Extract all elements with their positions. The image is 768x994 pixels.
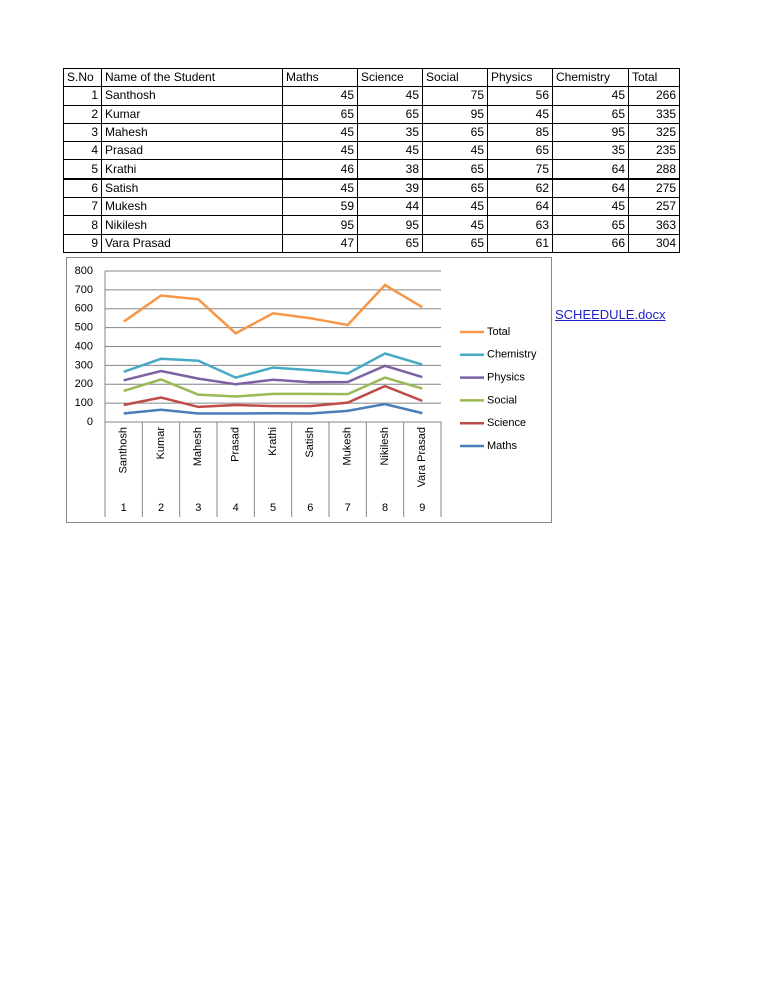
cell: 235 <box>628 141 680 161</box>
x-group-label: 5 <box>270 502 276 514</box>
header-row: S.No Name of the Student Maths Science Socia… <box>63 67 680 88</box>
cell: 65 <box>357 233 423 253</box>
cell: 85 <box>487 122 553 143</box>
x-group-label: 8 <box>382 502 388 514</box>
cell: 64 <box>552 159 629 180</box>
x-tick-label: Santhosh <box>118 427 130 473</box>
legend-label: Chemistry <box>487 349 537 361</box>
x-tick-label: Nikilesh <box>379 427 391 466</box>
cell: Prasad <box>101 141 283 161</box>
x-tick-label: Mahesh <box>192 427 204 466</box>
y-tick-label: 100 <box>75 397 93 409</box>
y-tick-label: 800 <box>75 265 93 277</box>
cell: 65 <box>422 159 488 180</box>
row: 2 Kumar 65 65 95 45 65 335 <box>63 104 680 124</box>
cell: 304 <box>628 233 680 253</box>
cell: 266 <box>628 86 680 106</box>
cell: Vara Prasad <box>101 233 283 253</box>
y-tick-label: 500 <box>75 322 93 334</box>
cell: Krathi <box>101 159 283 180</box>
legend-label: Maths <box>487 440 517 452</box>
file-link[interactable]: SCHEEDULE.docx <box>555 307 666 322</box>
series-line <box>122 283 423 335</box>
y-tick-label: 200 <box>75 378 93 390</box>
y-tick-label: 600 <box>75 303 93 315</box>
legend-label: Physics <box>487 372 525 384</box>
cell: 47 <box>282 233 358 253</box>
series-line <box>123 376 423 398</box>
x-group-label: 3 <box>195 502 201 514</box>
cell: 65 <box>487 141 553 161</box>
x-group-label: 2 <box>158 502 164 514</box>
x-group-label: 1 <box>121 502 127 514</box>
cell: Kumar <box>101 104 283 124</box>
cell: 288 <box>628 159 680 180</box>
cell: Physics <box>487 67 553 88</box>
x-tick-label: Prasad <box>230 427 242 462</box>
legend-label: Total <box>487 326 510 338</box>
cell: 75 <box>487 159 553 180</box>
y-tick-label: 0 <box>87 416 93 428</box>
row: 8 Nikilesh 95 95 45 63 65 363 <box>63 215 680 235</box>
cell: 45 <box>282 141 358 161</box>
cell: 35 <box>552 141 629 161</box>
series-line <box>123 352 423 379</box>
chart-frame <box>66 257 552 523</box>
cell: 363 <box>628 215 680 235</box>
row: 9 Vara Prasad 47 65 65 61 66 304 <box>63 233 680 253</box>
series-line <box>123 384 423 409</box>
series-line <box>123 402 423 415</box>
cell: 325 <box>628 122 680 143</box>
legend-label: Science <box>487 417 526 429</box>
cell: Santhosh <box>101 86 283 106</box>
x-tick-label: Kumar <box>155 427 167 460</box>
row: 3 Mahesh 45 35 65 85 95 325 <box>63 122 680 143</box>
cell: Mukesh <box>101 197 283 217</box>
cell: Social <box>422 67 488 88</box>
y-tick-label: 700 <box>75 284 93 296</box>
x-tick-label: Vara Prasad <box>416 427 428 487</box>
x-tick-label: Mukesh <box>342 427 354 466</box>
marks-table: S.No Name of the Student Maths Science Socia… <box>63 67 680 253</box>
x-tick-label: Krathi <box>267 427 279 456</box>
y-tick-label: 400 <box>75 340 93 352</box>
cell: 257 <box>628 197 680 217</box>
cell: 38 <box>357 159 423 180</box>
y-tick-label: 300 <box>75 359 93 371</box>
row: 4 Prasad 45 45 45 65 35 235 <box>63 141 680 161</box>
x-group-label: 6 <box>307 502 313 514</box>
cell: 335 <box>628 104 680 124</box>
x-group-label: 7 <box>345 502 351 514</box>
x-tick-label: Satish <box>304 427 316 458</box>
x-group-label: 4 <box>233 502 239 514</box>
row: 6 Satish 45 39 65 62 64 275 <box>63 178 680 199</box>
x-group-label: 9 <box>419 502 425 514</box>
legend-label: Social <box>487 394 517 406</box>
series-line <box>123 364 423 386</box>
cell: 95 <box>422 104 488 124</box>
row: 5 Krathi 46 38 65 75 64 288 <box>63 159 680 180</box>
cell: 61 <box>487 233 553 253</box>
cell: 275 <box>628 178 680 199</box>
